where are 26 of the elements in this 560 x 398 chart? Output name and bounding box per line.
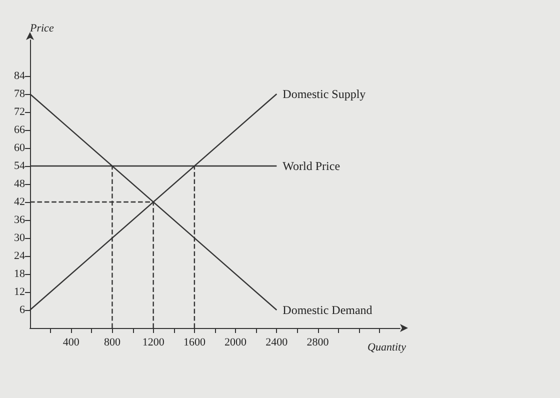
y-tick-label: 60 [14, 142, 26, 154]
y-axis-title: Price [29, 22, 54, 34]
series-label: World Price [282, 159, 340, 173]
y-tick-label: 48 [14, 178, 26, 190]
y-tick-label: 18 [14, 268, 26, 280]
x-tick-label: 1600 [183, 336, 206, 348]
y-tick-label: 84 [14, 70, 26, 82]
series-label: Domestic Supply [282, 87, 366, 101]
x-tick-label: 2000 [224, 336, 248, 348]
x-tick-label: 1200 [142, 336, 165, 348]
x-axis-title: Quantity [368, 342, 406, 354]
x-tick-label: 2400 [266, 336, 288, 348]
x-tick-label: 2800 [306, 336, 330, 348]
y-tick-label: 66 [14, 124, 26, 136]
y-tick-label: 6 [20, 304, 26, 316]
y-tick-label: 24 [14, 250, 26, 262]
y-tick-label: 72 [14, 106, 25, 118]
x-tick-label: 400 [62, 336, 80, 348]
y-tick-label: 54 [14, 160, 26, 172]
y-tick-label: 30 [14, 232, 26, 244]
series-label: Domestic Demand [282, 303, 372, 317]
y-tick-label: 36 [14, 214, 26, 226]
x-tick-label: 800 [104, 336, 121, 348]
y-tick-label: 42 [14, 196, 25, 208]
y-tick-label: 12 [14, 286, 25, 298]
y-tick-label: 78 [14, 88, 26, 100]
